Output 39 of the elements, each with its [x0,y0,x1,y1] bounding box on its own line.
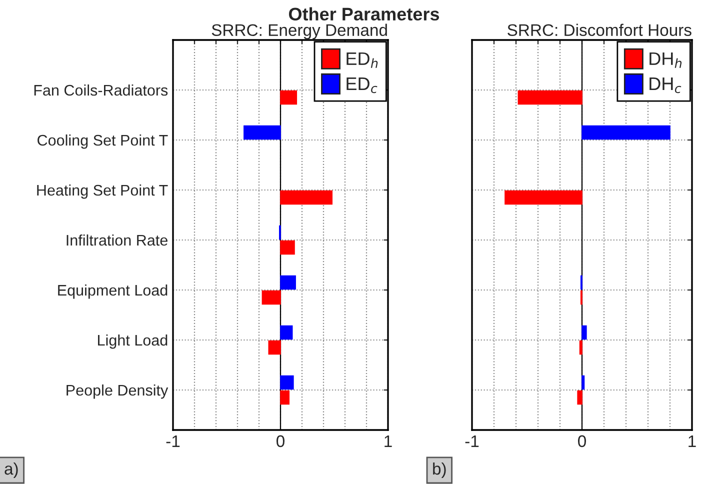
bar [582,375,585,390]
y-tick-label: Cooling Set Point T [38,134,168,149]
x-tick-label: -1 [465,435,479,447]
x-tick-label: 0 [276,435,284,448]
chart-title: Other Parameters [288,7,440,21]
legend-label: ED$_{c}$ [346,78,378,94]
x-tick-label: 1 [688,435,696,447]
bar [280,275,296,290]
y-tick-label: Fan Coils-Radiators [34,84,168,96]
x-tick-label: 1 [384,435,392,447]
text: a) [4,462,18,478]
bar [280,325,293,340]
bar [504,190,582,205]
y-tick-label: Heating Set Point T [37,184,168,199]
bar [280,240,295,255]
x-tick-label: -1 [166,435,180,447]
bar [268,340,281,355]
y-tick-label: Equipment Load [58,284,168,299]
bar [577,390,582,405]
bar [280,90,298,105]
bar [262,290,281,305]
bar [582,125,670,140]
legend-label: DH$_{h}$ [650,52,682,68]
y-tick-label: People Density [66,384,168,399]
text: b) [433,462,446,478]
y-tick-label: Infiltration Rate [66,234,168,246]
bar [280,390,290,405]
bar [518,90,582,105]
y-tick-label: Light Load [98,334,168,349]
chart-subtitle: SRRC: Discomfort Hours [508,24,692,36]
bar [582,325,587,340]
x-tick-label: 0 [578,435,586,448]
chart-subtitle: SRRC: Energy Demand [212,24,387,40]
legend-label: DH$_{c}$ [650,78,682,94]
legend-label: ED$_{h}$ [346,52,378,68]
bar [244,125,281,140]
bar [280,190,333,205]
bar [280,375,294,390]
bar [579,340,582,355]
